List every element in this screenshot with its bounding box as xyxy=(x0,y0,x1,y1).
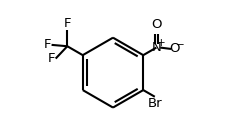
Text: F: F xyxy=(43,38,51,51)
Text: −: − xyxy=(175,40,184,50)
Text: +: + xyxy=(157,38,165,48)
Text: F: F xyxy=(63,17,71,30)
Text: O: O xyxy=(151,18,161,31)
Text: O: O xyxy=(169,42,179,55)
Text: F: F xyxy=(47,52,55,65)
Text: N: N xyxy=(151,41,160,54)
Text: Br: Br xyxy=(147,97,161,110)
